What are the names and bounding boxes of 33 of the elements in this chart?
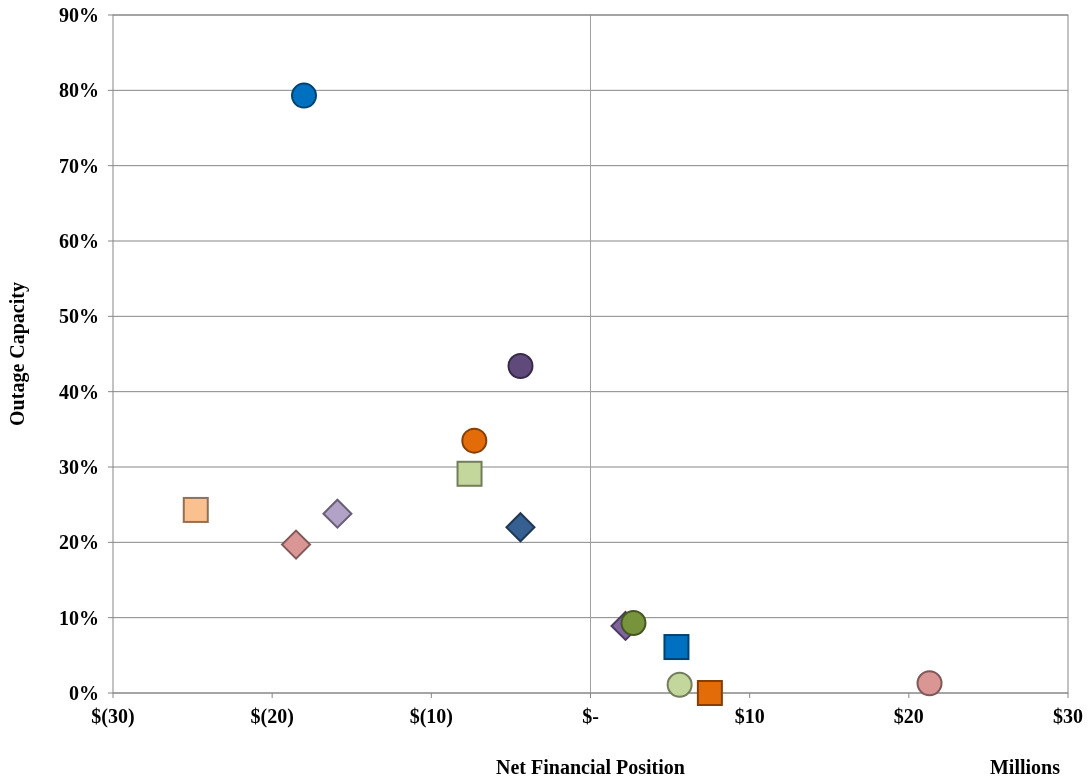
point xyxy=(696,680,723,706)
point xyxy=(505,512,536,543)
y-tick-label: 90% xyxy=(59,4,99,26)
x-tick-label: $(10) xyxy=(409,705,453,728)
x-tick-label: $(20) xyxy=(250,705,294,728)
y-tick-label: 50% xyxy=(59,305,99,328)
point xyxy=(916,670,943,697)
x-tick-label: $- xyxy=(582,705,599,727)
text: Millions xyxy=(989,756,1061,778)
y-tick-label: 30% xyxy=(59,456,99,478)
x-tick-label: $20 xyxy=(893,705,924,727)
point xyxy=(666,671,693,698)
y-tick-label: 40% xyxy=(59,380,99,403)
point xyxy=(507,353,534,380)
y-tick-label: 20% xyxy=(59,531,99,554)
x-tick-label: $(30) xyxy=(91,705,135,728)
point xyxy=(620,609,647,636)
point xyxy=(182,496,209,523)
point xyxy=(291,82,317,109)
x-tick-label: $10 xyxy=(734,705,765,727)
y-tick-label: 70% xyxy=(59,154,99,177)
point xyxy=(322,498,353,529)
y-tick-label: 80% xyxy=(59,79,99,102)
y-tick-label: 60% xyxy=(59,230,99,252)
y-axis-title: Outage Capacity xyxy=(6,282,29,426)
point xyxy=(456,460,483,487)
x-tick-label: $30 xyxy=(1053,705,1083,727)
point xyxy=(461,427,488,454)
y-tick-label: 10% xyxy=(59,606,99,629)
point xyxy=(663,634,690,661)
y-tick-label: 0% xyxy=(69,682,99,704)
point xyxy=(281,529,312,560)
x-axis-title: Net Financial Position xyxy=(496,756,685,778)
